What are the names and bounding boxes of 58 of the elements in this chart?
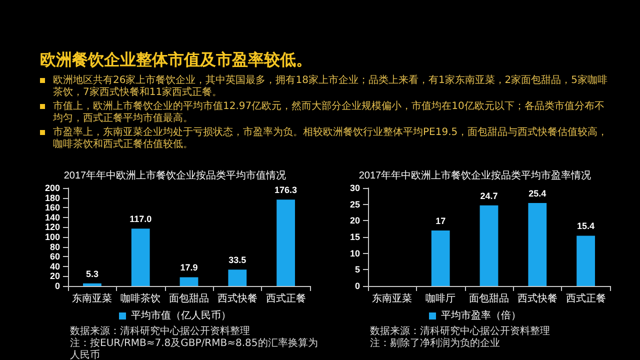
y-tick-label: 30 [350, 183, 360, 193]
data-label: 176.3 [274, 185, 298, 196]
text: 注：按EUR/RMB≈7.8及GBP/RMB≈8.85的汇率换算为人民币 [70, 338, 319, 360]
legend-label: 平均市值（亿人民币） [131, 310, 231, 322]
text: 注：剔除了净利润为负的企业 [370, 338, 501, 350]
y-tick-label: 0 [354, 281, 360, 291]
y-tick-label: 160 [44, 202, 60, 213]
x-tick-label: 东南亚菜 [372, 292, 412, 304]
y-tick-label: 20 [350, 216, 360, 226]
bar [431, 230, 450, 286]
text: 欧洲地区共有26家上市餐饮企业，其中英国最多，拥有18家上市企业；品类上来看，有1家东南亚菜，2家面包甜品，5家咖啡茶饮，7家西式快餐和11家西式正餐。 [53, 75, 609, 99]
text: 欧洲餐饮企业整体市值及市盈率较低。 [40, 50, 313, 71]
data-label: 17.9 [180, 262, 198, 273]
y-tick-label: 10 [350, 248, 360, 258]
x-tick-label: 咖啡茶饮 [120, 292, 161, 304]
y-tick-label: 140 [44, 212, 60, 222]
y-tick-label: 0 [54, 281, 60, 291]
bar [131, 228, 150, 286]
bar [276, 200, 295, 286]
x-tick-label: 咖啡厅 [426, 292, 456, 304]
y-tick-label: 25 [350, 199, 360, 210]
x-tick-label: 西式正餐 [566, 292, 606, 304]
source-note: 数据来源：清科研究中心据公开资料整理 [370, 326, 551, 338]
bar [180, 277, 198, 286]
y-tick-label: 20 [50, 271, 60, 282]
bar [480, 205, 498, 286]
bar [528, 203, 547, 286]
bar [83, 283, 102, 286]
y-tick-label: 200 [44, 183, 60, 193]
y-tick-label: 180 [44, 192, 60, 203]
chart-title: 2017年年中欧洲上市餐饮企业按品类平均市盈率情况 [358, 170, 592, 182]
data-label: 5.3 [86, 268, 98, 279]
bar [576, 236, 595, 286]
y-tick-label: 40 [50, 261, 60, 272]
data-label: 24.7 [480, 190, 498, 201]
text: 市值上，欧洲上市餐饮企业的平均市值12.97亿欧元，然而大部分企业规模偏小，市值均在10亿欧元以下；各品类市值分布不均匀，西式正餐平均市值最高。 [53, 101, 606, 125]
text: 市盈率上，东南亚菜企业均处于亏损状态，市盈率为负。相较欧洲餐饮行业整体平均PE19.5，面包甜品与西式快餐估值较高，咖啡茶饮和西式正餐估值较低。 [53, 127, 609, 151]
x-tick-label: 西式正餐 [266, 292, 306, 304]
bar [228, 270, 247, 286]
x-tick-label: 东南亚菜 [72, 292, 112, 304]
x-tick-label: 西式快餐 [517, 292, 558, 304]
data-label: 17 [436, 216, 446, 226]
x-tick-label: 面包甜品 [169, 292, 209, 304]
y-tick-label: 60 [50, 252, 60, 262]
y-tick-label: 100 [44, 232, 60, 242]
chart-title: 2017年年中欧洲上市餐饮企业按品类平均市值情况 [64, 170, 286, 182]
x-tick-label: 面包甜品 [469, 292, 509, 304]
data-label: 117.0 [130, 214, 152, 224]
y-tick-label: 5 [354, 264, 360, 275]
legend-label: 平均市盈率（倍） [441, 310, 521, 322]
y-tick-label: 80 [50, 242, 60, 252]
data-label: 15.4 [577, 221, 595, 232]
data-label: 33.5 [228, 255, 246, 266]
y-tick-label: 15 [350, 232, 360, 242]
x-tick-label: 西式快餐 [217, 292, 258, 304]
data-label: 25.4 [528, 188, 546, 199]
source-note: 数据来源：清科研究中心据公开资料整理 [70, 326, 251, 338]
y-tick-label: 120 [44, 222, 60, 232]
